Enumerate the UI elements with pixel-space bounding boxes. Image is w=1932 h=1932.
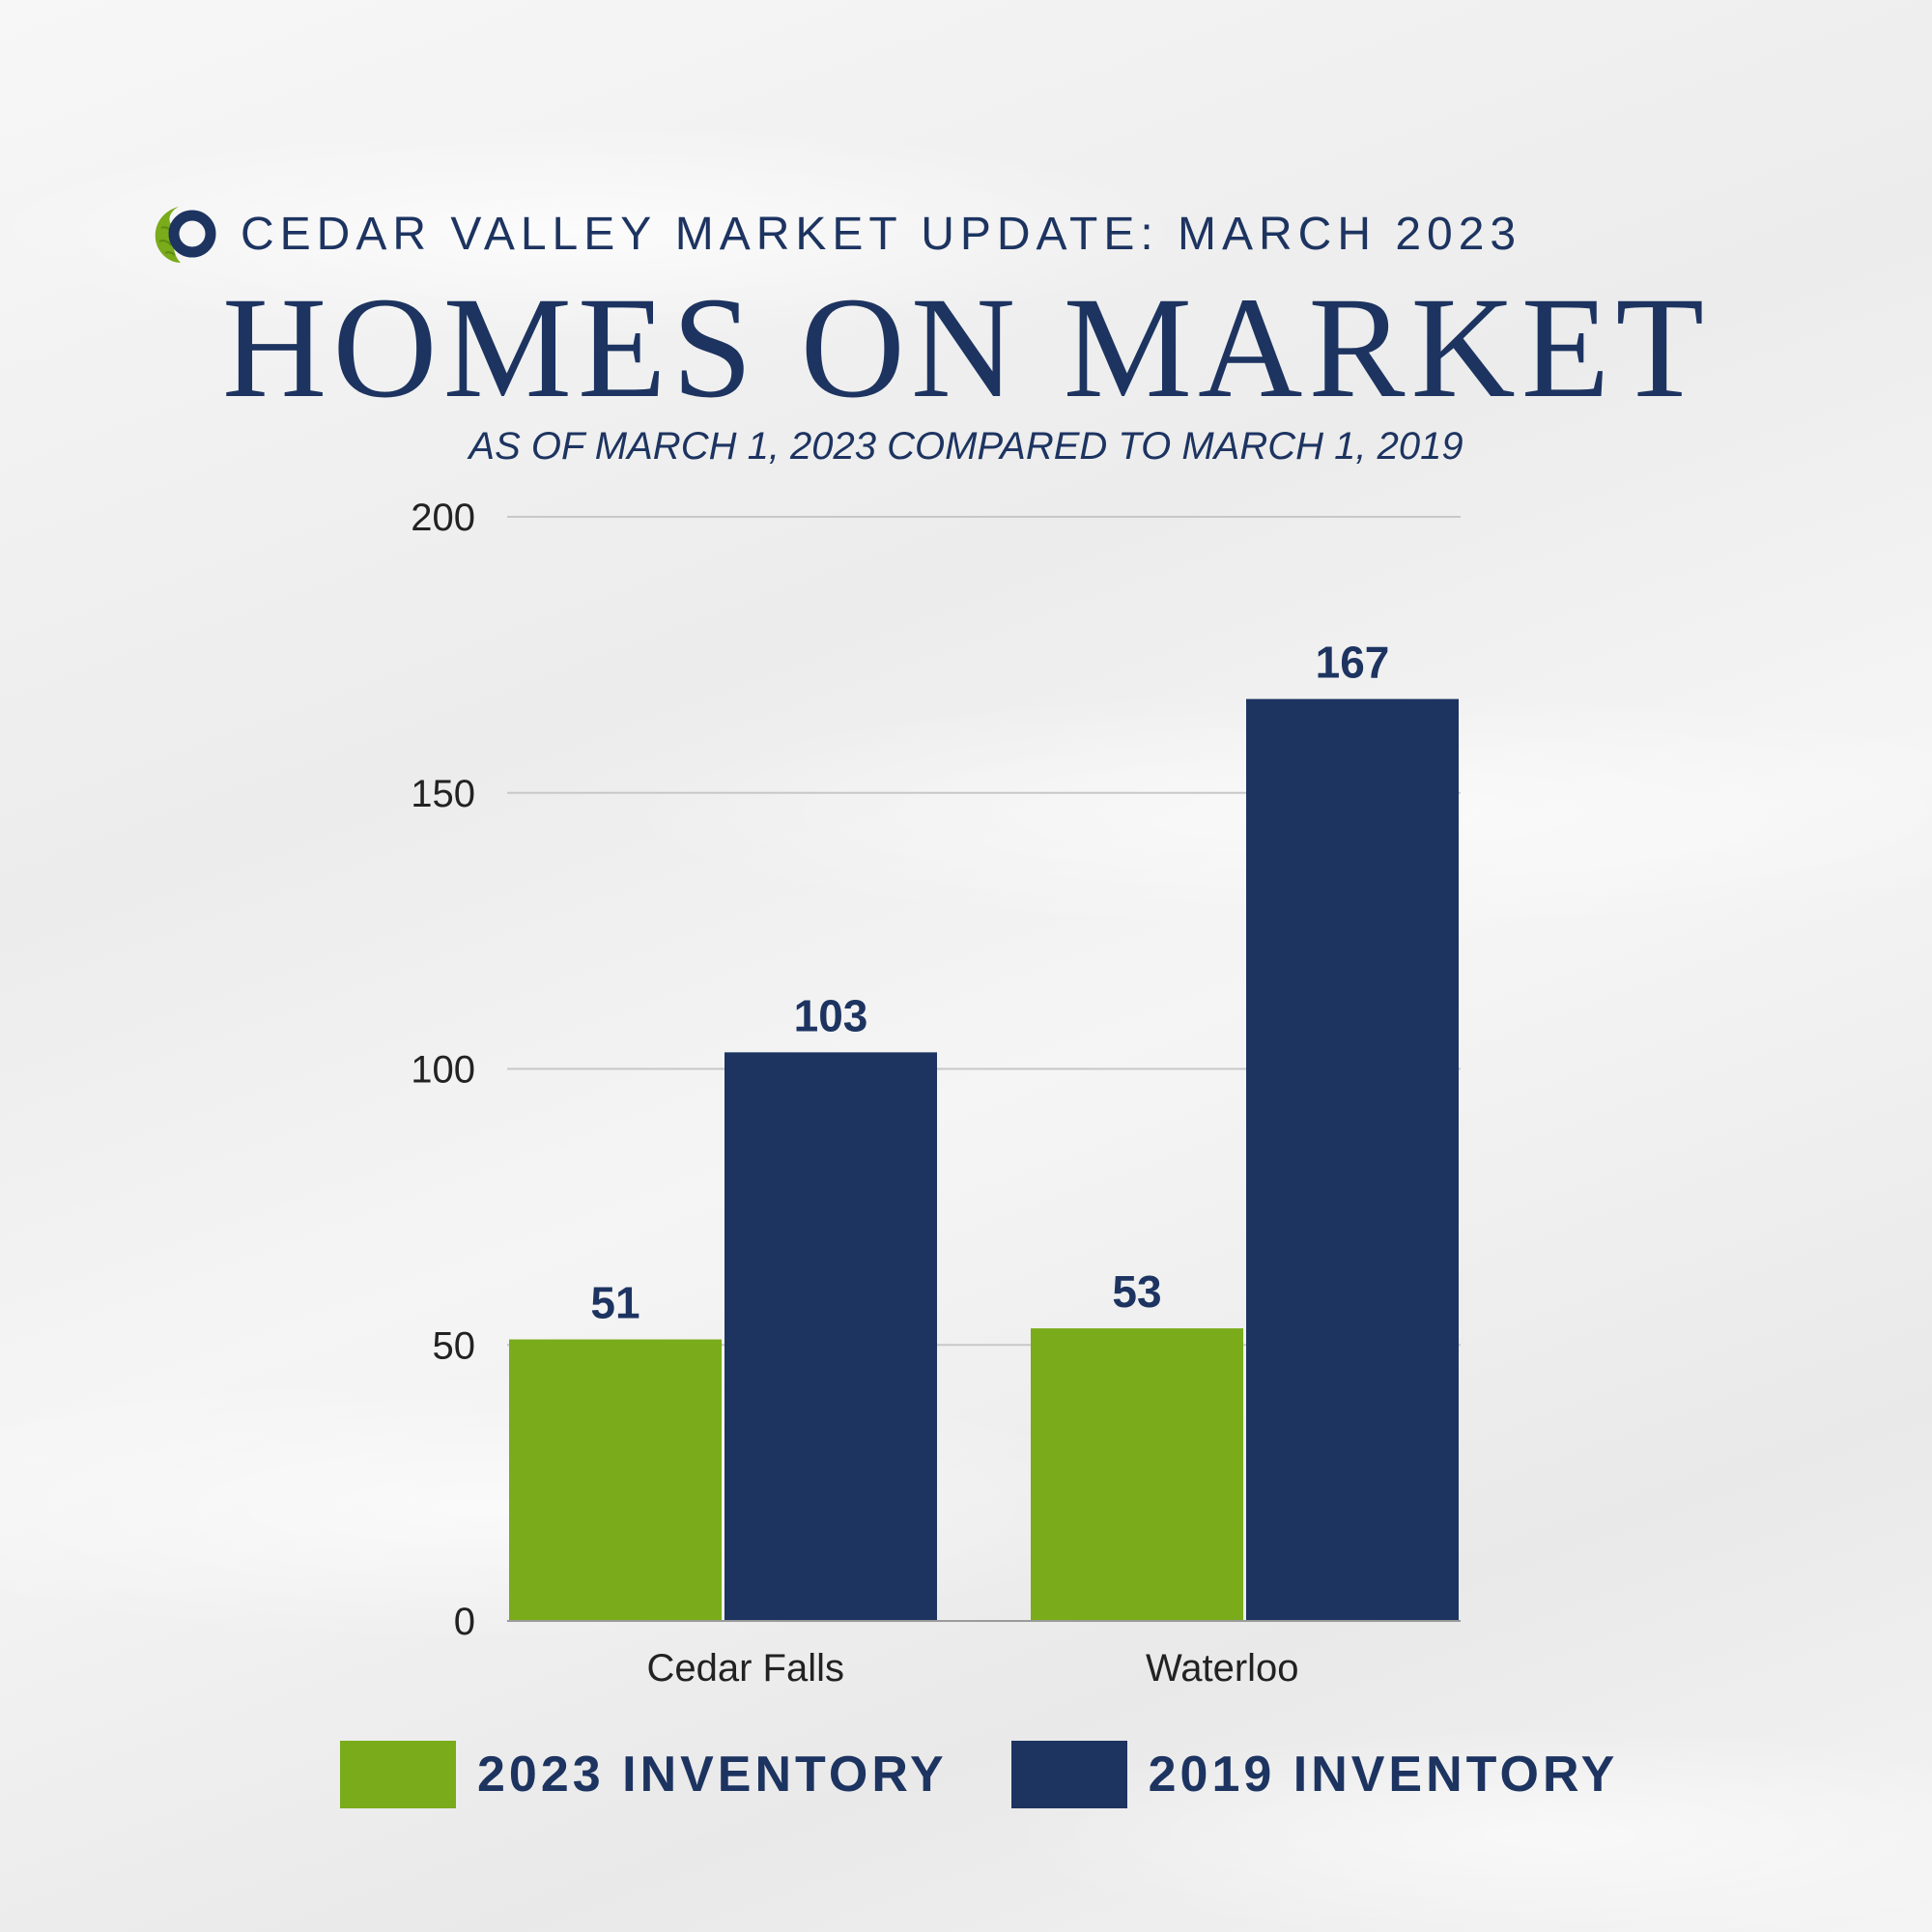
bar	[509, 1339, 722, 1621]
legend-label-2019: 2019 INVENTORY	[1148, 1747, 1619, 1803]
x-tick-label: Cedar Falls	[646, 1647, 844, 1690]
legend-item-2023: 2023 INVENTORY	[340, 1741, 948, 1808]
y-tick-label: 200	[411, 497, 475, 539]
overline-text: CEDAR VALLEY MARKET UPDATE: MARCH 2023	[241, 208, 1522, 260]
y-tick-label: 150	[411, 773, 475, 815]
bar	[1246, 698, 1459, 1621]
y-tick-label: 50	[433, 1324, 476, 1367]
y-tick-label: 100	[411, 1049, 475, 1092]
bar	[724, 1052, 937, 1621]
data-label: 167	[1316, 638, 1390, 688]
bar	[1031, 1328, 1243, 1621]
data-label: 53	[1112, 1266, 1161, 1317]
x-tick-label: Waterloo	[1146, 1647, 1299, 1690]
bar-chart: 0 50 100 150 200 51 103 Cedar Falls 53 167 Waterlo…	[411, 497, 1461, 1690]
chart-subtitle: AS OF MARCH 1, 2023 COMPARED TO MARCH 1,…	[469, 425, 1463, 468]
legend-swatch-2019	[1010, 1741, 1127, 1808]
chart-legend: 2023 INVENTORY 2019 INVENTORY	[340, 1739, 1682, 1810]
legend-swatch-2023	[340, 1741, 456, 1808]
leaf-logo-icon	[155, 207, 216, 263]
header-line: CEDAR VALLEY MARKET UPDATE: MARCH 2023	[150, 205, 1521, 263]
data-label: 51	[590, 1278, 639, 1328]
data-label: 103	[794, 990, 868, 1040]
page-title: HOMES ON MARKET	[221, 268, 1711, 428]
y-tick-label: 0	[454, 1601, 475, 1643]
legend-item-2019: 2019 INVENTORY	[1010, 1741, 1619, 1808]
legend-label-2023: 2023 INVENTORY	[477, 1747, 948, 1803]
